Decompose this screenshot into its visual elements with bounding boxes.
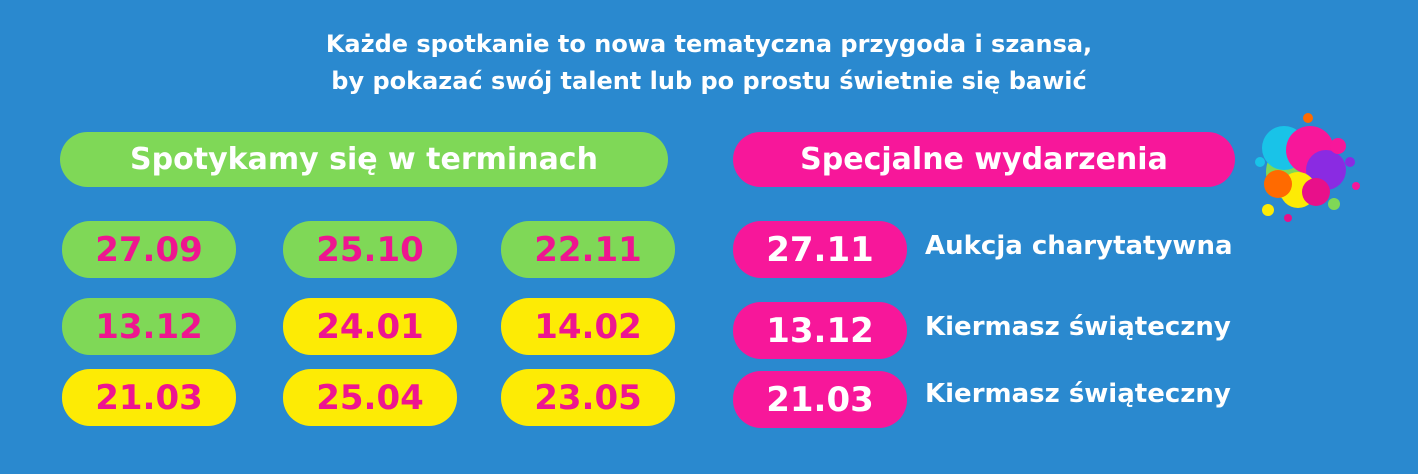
date-pill: 27.09 <box>62 221 236 278</box>
date-pill: 14.02 <box>501 298 675 355</box>
date-pill: 24.01 <box>283 298 457 355</box>
date-pill: 21.03 <box>62 369 236 426</box>
special-events-heading: Specjalne wydarzenia <box>733 132 1235 187</box>
event-label: Aukcja charytatywna <box>925 231 1233 261</box>
intro-text: Każde spotkanie to nowa tematyczna przyg… <box>0 26 1418 100</box>
event-label: Kiermasz świąteczny <box>925 379 1231 409</box>
date-pill: 25.10 <box>283 221 457 278</box>
event-date-pill: 27.11 <box>733 221 907 278</box>
date-pill: 23.05 <box>501 369 675 426</box>
date-pill: 25.04 <box>283 369 457 426</box>
date-pill: 13.12 <box>62 298 236 355</box>
paint-splash-icon <box>1255 113 1360 222</box>
schedule-heading: Spotykamy się w terminach <box>60 132 668 187</box>
intro-line-1: Każde spotkanie to nowa tematyczna przyg… <box>325 30 1093 58</box>
event-label: Kiermasz świąteczny <box>925 312 1231 342</box>
date-pill: 22.11 <box>501 221 675 278</box>
intro-line-2: by pokazać swój talent lub po prostu świ… <box>331 67 1087 95</box>
event-date-pill: 13.12 <box>733 302 907 359</box>
event-date-pill: 21.03 <box>733 371 907 428</box>
